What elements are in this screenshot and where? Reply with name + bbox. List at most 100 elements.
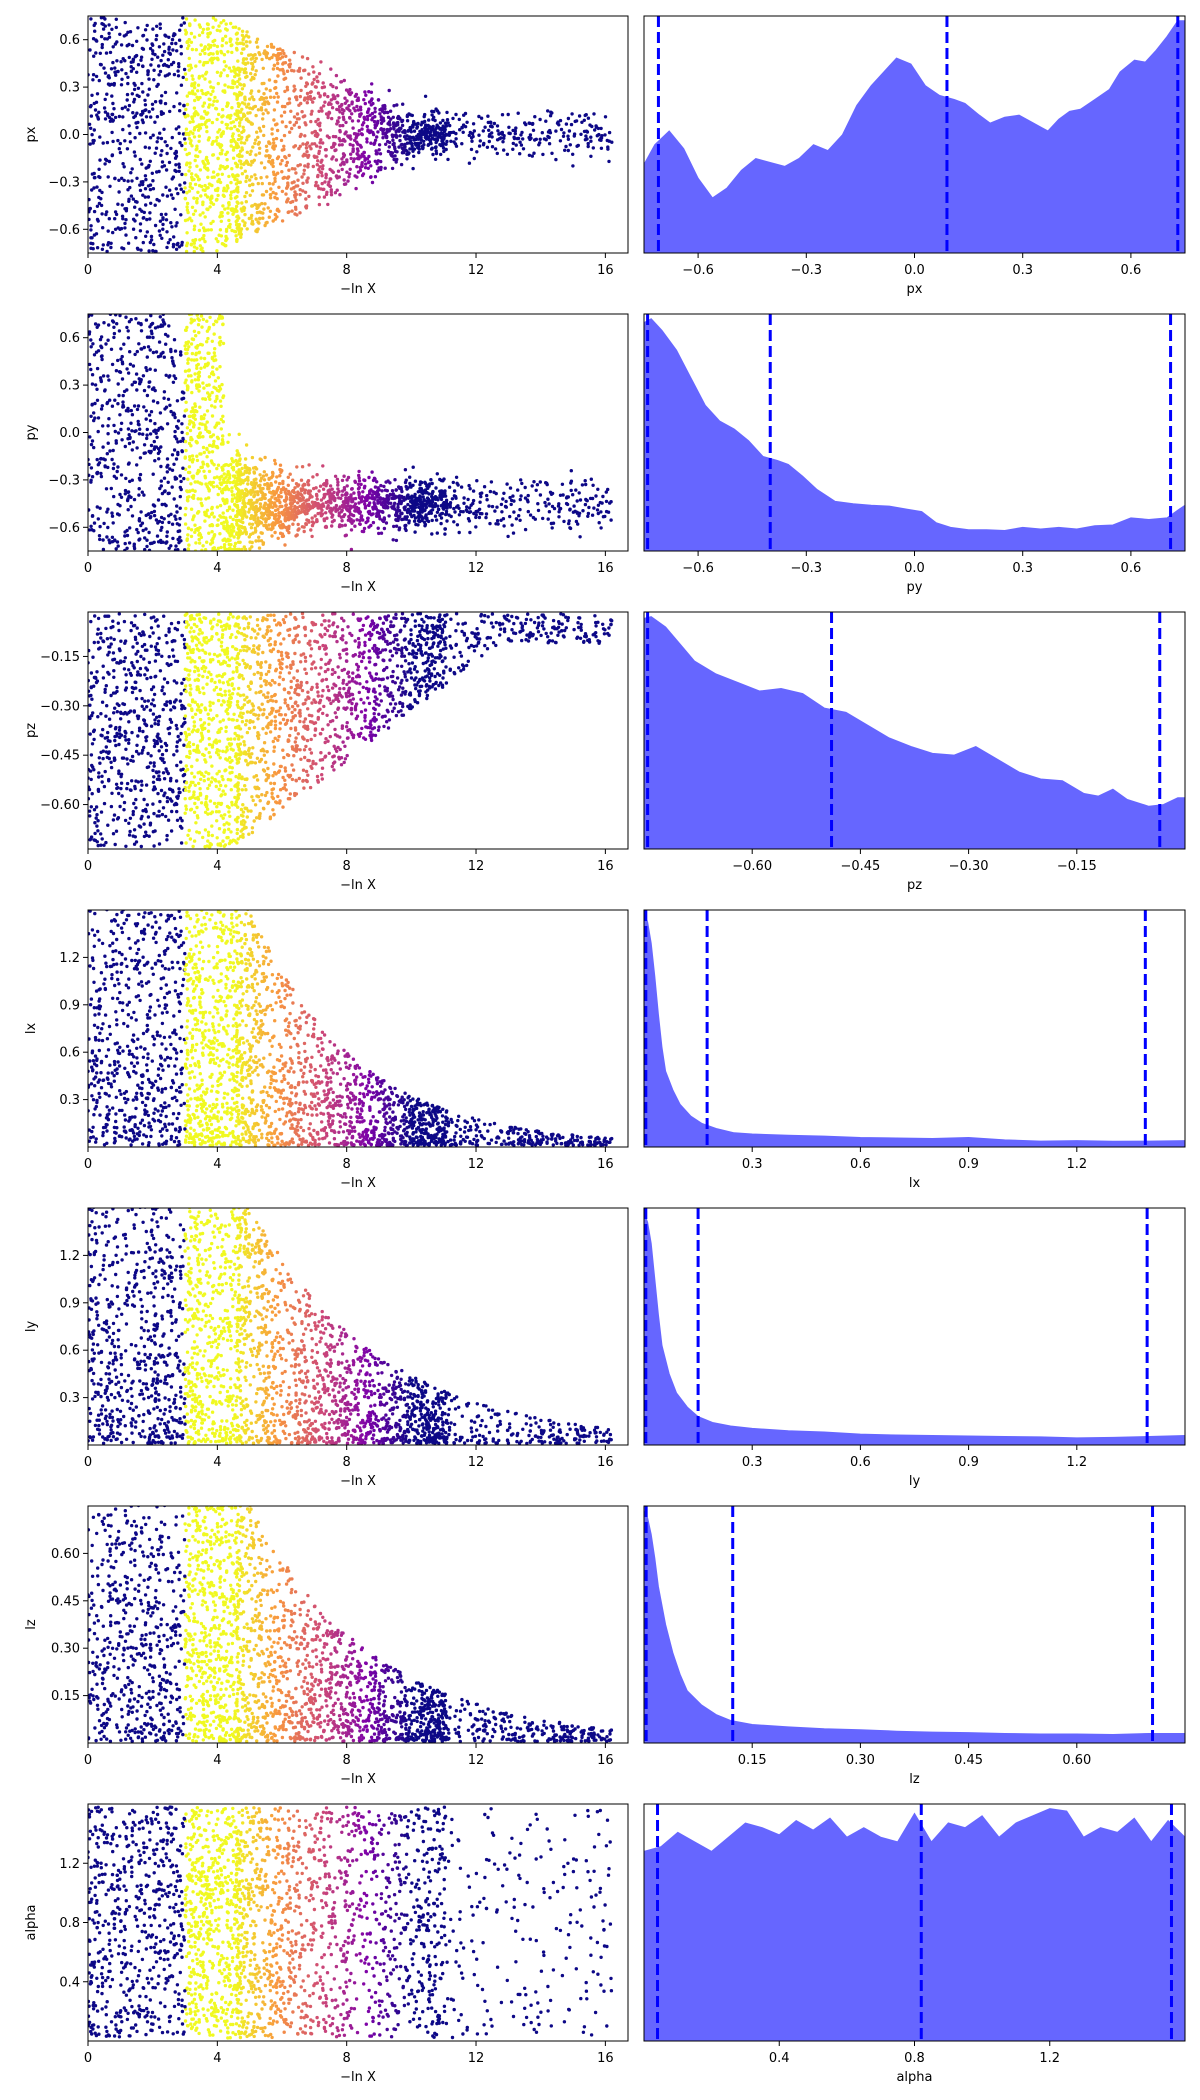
scatter-point — [96, 517, 101, 521]
scatter-point — [308, 90, 313, 95]
scatter-point — [138, 478, 142, 482]
scatter-point — [543, 500, 547, 505]
scatter-point — [308, 489, 313, 493]
scatter-point — [197, 435, 201, 439]
scatter-point — [317, 167, 321, 172]
scatter-point — [395, 103, 399, 107]
scatter-point — [230, 106, 234, 110]
scatter-point — [354, 186, 358, 191]
scatter-point — [271, 170, 276, 174]
scatter-point — [248, 152, 252, 156]
scatter-point — [206, 168, 210, 172]
scatter-point — [363, 90, 367, 94]
scatter-point — [329, 67, 333, 71]
scatter-point — [190, 380, 194, 384]
scatter-point — [126, 371, 131, 375]
scatter-point — [241, 219, 245, 223]
scatter-point — [193, 530, 197, 534]
scatter-point — [304, 146, 309, 150]
scatter-point — [237, 73, 241, 77]
scatter-point — [128, 526, 132, 530]
scatter-point — [196, 470, 200, 475]
scatter-point — [316, 79, 320, 84]
scatter-point — [300, 55, 305, 59]
scatter-point — [334, 73, 339, 78]
scatter-point — [229, 140, 233, 144]
scatter-point — [258, 479, 263, 483]
scatter-point — [192, 249, 196, 253]
scatter-point — [293, 144, 298, 148]
scatter-point — [202, 416, 206, 421]
scatter-point — [185, 113, 190, 118]
scatter-point — [111, 45, 115, 49]
scatter-point — [120, 203, 125, 207]
scatter-point — [386, 497, 391, 502]
scatter-point — [334, 158, 339, 162]
scatter-point — [137, 432, 142, 436]
scatter-point — [195, 386, 199, 390]
scatter-point — [361, 518, 365, 522]
scatter-point — [219, 442, 224, 446]
scatter-point — [234, 481, 238, 486]
scatter-point — [459, 509, 463, 514]
scatter-point — [279, 138, 284, 143]
scatter-point — [184, 448, 188, 453]
scatter-point — [416, 132, 421, 137]
scatter-point — [338, 110, 342, 114]
scatter-point — [236, 223, 240, 227]
scatter-point — [178, 494, 182, 499]
scatter-point — [395, 123, 399, 127]
scatter-point — [174, 517, 178, 521]
scatter-point — [278, 51, 283, 56]
scatter-point — [273, 462, 278, 466]
scatter-point — [139, 248, 143, 252]
scatter-point — [455, 523, 460, 527]
scatter-point — [192, 227, 196, 232]
scatter-point — [395, 157, 399, 162]
scatter-point — [194, 541, 198, 545]
scatter-point — [183, 328, 188, 332]
scatter-point — [301, 189, 305, 193]
scatter-point — [299, 76, 303, 80]
scatter-point — [215, 197, 219, 202]
scatter-point — [197, 177, 201, 181]
scatter-point — [235, 41, 239, 45]
scatter-point — [164, 405, 169, 409]
scatter-point — [121, 393, 125, 398]
scatter-point — [478, 139, 482, 143]
scatter-point — [141, 33, 146, 38]
scatter-point — [99, 474, 104, 479]
scatter-point — [141, 374, 146, 378]
scatter-point — [316, 91, 321, 95]
scatter-point — [212, 43, 216, 47]
scatter-point — [187, 345, 191, 349]
scatter-point — [370, 82, 374, 86]
scatter-point — [220, 120, 224, 125]
scatter-point — [215, 117, 219, 122]
scatter-point — [112, 494, 116, 499]
scatter-point — [192, 245, 197, 249]
scatter-point — [274, 86, 278, 90]
scatter-point — [129, 171, 133, 175]
scatter-point — [91, 342, 95, 346]
scatter-point — [570, 112, 574, 116]
scatter-point — [321, 164, 325, 168]
scatter-point — [287, 97, 292, 101]
scatter-point — [490, 145, 495, 149]
scatter-point — [147, 249, 151, 253]
scatter-point — [202, 101, 207, 105]
scatter-point — [114, 25, 119, 30]
scatter-point — [144, 409, 148, 413]
scatter-point — [136, 321, 141, 325]
scatter-point — [134, 53, 139, 58]
scatter-point — [372, 496, 376, 500]
scatter-point — [483, 125, 487, 129]
scatter-point — [452, 506, 456, 511]
scatter-point — [220, 490, 225, 495]
scatter-point — [265, 51, 270, 55]
scatter-point — [205, 129, 209, 134]
scatter-point — [116, 202, 120, 206]
scatter-point — [169, 512, 173, 516]
scatter-point — [195, 314, 199, 317]
scatter-point — [96, 323, 101, 327]
